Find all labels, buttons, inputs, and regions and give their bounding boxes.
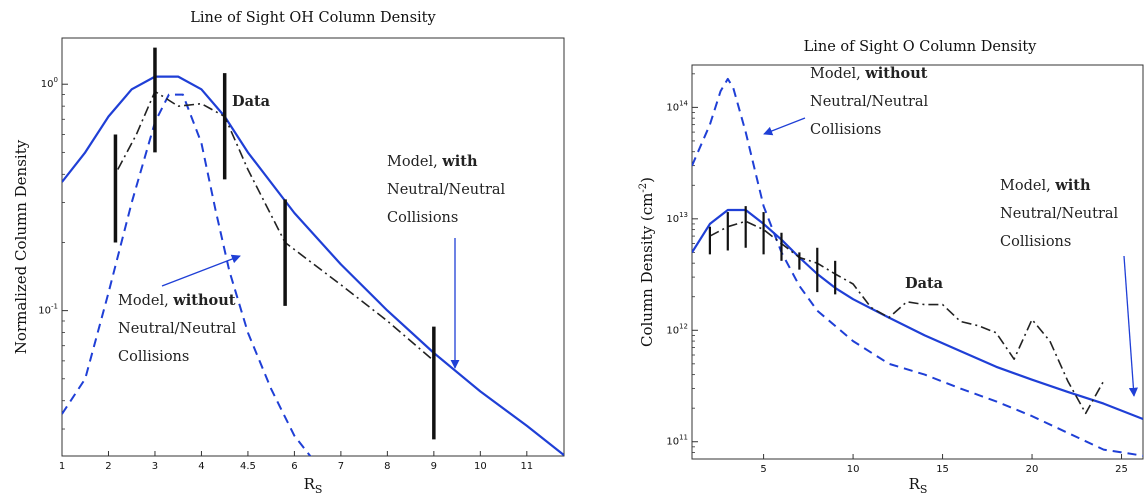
oh-without-collisions-annotation: Model, without Neutral/Neutral Collision… <box>118 254 241 365</box>
o-x-tick-label: 15 <box>936 464 949 475</box>
o-x-axis-label: RS <box>909 475 928 496</box>
o-series-dashdot-line <box>709 220 1105 415</box>
o-with-arrow <box>1123 255 1138 397</box>
o-without-line1: Neutral/Neutral <box>810 94 929 110</box>
o-y-axis-label: Column Density (cm-2) <box>638 177 656 347</box>
o-y-tick-label: 1013 <box>666 211 688 225</box>
svg-text:Model, without: Model, without <box>810 65 928 82</box>
svg-text:Model, without: Model, without <box>118 292 236 309</box>
oh-x-tick-label: 9 <box>431 461 437 472</box>
oh-x-axis-label: RS <box>304 475 323 496</box>
o-x-tick-label: 10 <box>847 464 860 475</box>
oh-with-line2: Collisions <box>387 210 458 226</box>
oh-x-tick-label: 3 <box>152 461 158 472</box>
o-series-dashed-line <box>692 77 1143 457</box>
o-x-tick-label: 20 <box>1026 464 1039 475</box>
oh-x-tick-label: 4.5 <box>240 461 256 472</box>
svg-text:Model, with: Model, with <box>1000 177 1091 194</box>
oh-chart: Line of Sight OH Column Density 1 2 3 4 4.5 6… <box>12 10 565 496</box>
oh-y-tick-label: 10-1 <box>38 303 58 317</box>
o-without-bold: without <box>864 65 927 82</box>
oh-x-tick-label: 8 <box>384 461 390 472</box>
o-without-line2: Collisions <box>810 122 881 138</box>
o-x-tick-label: 5 <box>760 464 766 475</box>
oh-without-prefix: Model, <box>118 293 173 309</box>
o-chart: Line of Sight O Column Density 5 10 15 20 25… <box>638 39 1144 496</box>
oh-x-tick-label: 7 <box>338 461 344 472</box>
o-plot-frame <box>691 64 1144 460</box>
o-y-tick-label: 1014 <box>666 99 688 113</box>
o-without-collisions-annotation: Model, without Neutral/Neutral Collision… <box>763 65 929 138</box>
oh-y-tick-label: 100 <box>41 76 58 90</box>
o-with-bold: with <box>1054 177 1091 194</box>
oh-x-tick-label: 11 <box>520 461 533 472</box>
oh-with-collisions-annotation: Model, with Neutral/Neutral Collisions <box>387 153 506 369</box>
o-without-arrow <box>763 117 806 136</box>
oh-x-tick-label: 10 <box>474 461 487 472</box>
oh-series-dashed-line <box>62 93 312 456</box>
o-with-line2: Collisions <box>1000 234 1071 250</box>
o-with-collisions-annotation: Model, with Neutral/Neutral Collisions <box>1000 177 1138 397</box>
oh-without-arrow <box>161 254 241 287</box>
oh-with-prefix: Model, <box>387 154 442 170</box>
oh-x-tick-label: 4 <box>198 461 204 472</box>
oh-y-axis-label: Normalized Column Density <box>12 139 30 354</box>
oh-without-bold: without <box>172 292 235 309</box>
oh-with-line1: Neutral/Neutral <box>387 182 506 198</box>
oh-plot-area: 1 2 3 4 4.5 6 7 8 9 10 11 100 10-1 <box>38 37 565 472</box>
o-y-tick-label: 1012 <box>666 322 688 336</box>
oh-data-label: Data <box>232 93 271 110</box>
oh-x-tick-label: 6 <box>291 461 297 472</box>
oh-x-tick-label: 1 <box>59 461 65 472</box>
oh-with-bold: with <box>441 153 478 170</box>
svg-text:Model, with: Model, with <box>387 153 478 170</box>
oh-without-line2: Collisions <box>118 349 189 365</box>
o-with-prefix: Model, <box>1000 178 1055 194</box>
oh-x-tick-label: 2 <box>105 461 111 472</box>
oh-plot-frame <box>61 37 565 457</box>
o-without-prefix: Model, <box>810 66 865 82</box>
o-y-tick-label: 1011 <box>666 434 688 448</box>
oh-chart-title: Line of Sight OH Column Density <box>190 10 436 26</box>
oh-without-line1: Neutral/Neutral <box>118 321 237 337</box>
oh-series-solid-line <box>62 75 564 456</box>
o-data-label: Data <box>905 275 944 292</box>
o-series-solid-line <box>692 208 1143 421</box>
o-x-tick-label: 25 <box>1115 464 1128 475</box>
o-plot-area: 5 10 15 20 25 1014 1013 1012 1011 <box>666 64 1144 475</box>
o-with-line1: Neutral/Neutral <box>1000 206 1119 222</box>
o-chart-title: Line of Sight O Column Density <box>804 39 1038 55</box>
